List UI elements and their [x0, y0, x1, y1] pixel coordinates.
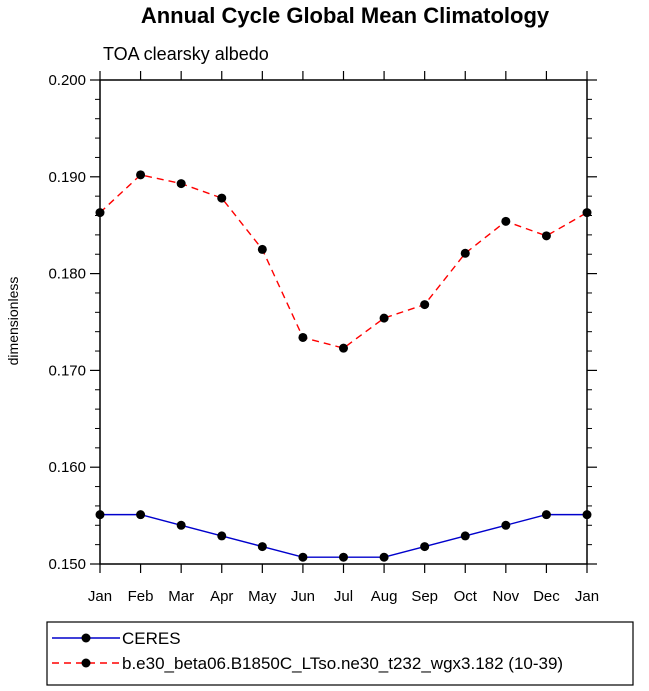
x-tick-label: Nov: [492, 588, 519, 605]
chart-subtitle: TOA clearsky albedo: [103, 44, 269, 64]
legend-label: b.e30_beta06.B1850C_LTso.ne30_t232_wgx3.…: [122, 654, 563, 673]
legend: CERES b.e30_beta06.B1850C_LTso.ne30_t232_…: [46, 621, 634, 686]
series-line: [99, 174, 588, 349]
x-tick-label: Jun: [291, 588, 315, 605]
legend-marker: [81, 633, 91, 643]
x-tick-label: Aug: [371, 588, 398, 605]
data-point: [420, 542, 430, 552]
x-tick-label: May: [248, 588, 277, 605]
x-tick-label: Sep: [411, 588, 438, 605]
x-tick-label: Jan: [88, 588, 112, 605]
legend-items: CERES b.e30_beta06.B1850C_LTso.ne30_t232_…: [52, 629, 563, 673]
x-tick-label: Feb: [128, 588, 154, 605]
plot-frame: [99, 79, 588, 565]
y-tick-label: 0.200: [48, 72, 86, 89]
x-tick-label: Jan: [575, 588, 599, 605]
x-tick-label: Dec: [533, 588, 560, 605]
data-point: [420, 300, 430, 310]
x-tick-label: Jul: [334, 588, 353, 605]
y-tick-label: 0.160: [48, 459, 86, 476]
tick-labels: 0.150 0.160 0.170 0.180 0.190 0.200 Jan Feb Mar A…: [48, 72, 599, 605]
x-tick-label: Mar: [168, 588, 194, 605]
data-point: [217, 531, 227, 541]
x-tick-label: Apr: [210, 588, 233, 605]
data-point: [379, 313, 389, 323]
data-point: [136, 510, 146, 520]
data-point: [257, 542, 267, 552]
data-point: [176, 520, 186, 530]
series-layer: [95, 170, 592, 562]
data-point: [298, 552, 308, 562]
data-point: [136, 170, 146, 180]
data-point: [501, 520, 511, 530]
axis-ticks: [90, 71, 597, 573]
data-point: [541, 510, 551, 520]
series-1: [95, 510, 592, 562]
data-point: [379, 552, 389, 562]
y-tick-label: 0.170: [48, 362, 86, 379]
data-point: [176, 179, 186, 189]
series-line: [100, 513, 587, 558]
y-tick-label: 0.180: [48, 266, 86, 283]
data-point: [460, 531, 470, 541]
data-point: [460, 248, 470, 258]
legend-marker: [81, 658, 91, 668]
data-point: [541, 231, 551, 241]
x-tick-label: Oct: [454, 588, 478, 605]
y-tick-label: 0.190: [48, 169, 86, 186]
series-2: [95, 170, 592, 353]
legend-box: [46, 621, 634, 686]
data-point: [217, 193, 227, 203]
legend-label: CERES: [122, 629, 181, 648]
y-axis-label: dimensionless: [5, 277, 21, 366]
data-point: [298, 332, 308, 342]
y-tick-label: 0.150: [48, 556, 86, 573]
data-point: [257, 244, 267, 254]
chart-title: Annual Cycle Global Mean Climatology: [141, 3, 550, 28]
data-point: [501, 216, 511, 226]
data-point: [339, 552, 348, 562]
data-point: [339, 343, 348, 353]
